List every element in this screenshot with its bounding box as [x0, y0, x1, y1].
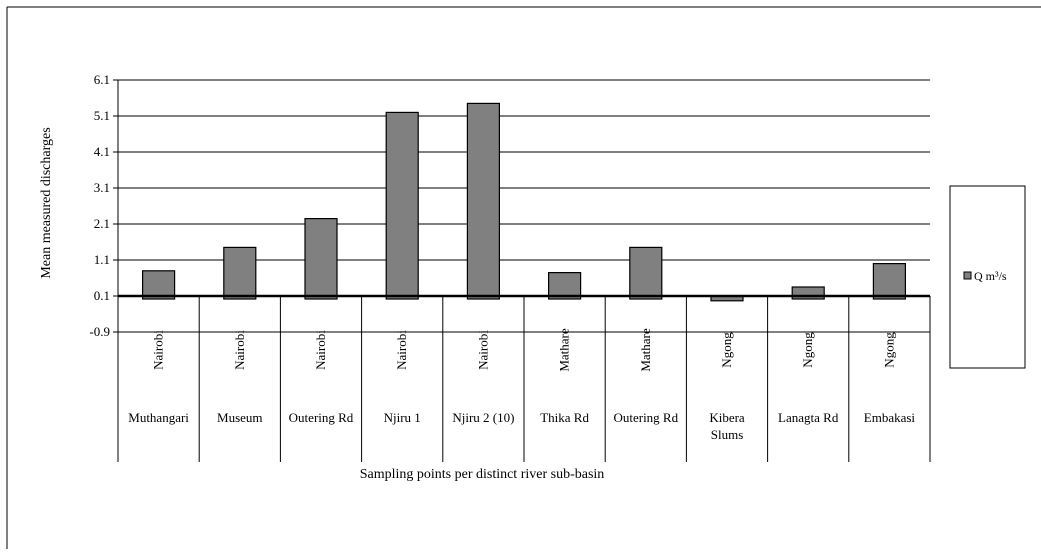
category-label: Kibera Slums	[709, 410, 745, 442]
basin-label: Nairobi	[394, 330, 409, 370]
category-label: Lanagta Rd	[778, 410, 839, 425]
category-label: Thika Rd	[540, 410, 589, 425]
bar	[223, 246, 257, 300]
basin-label: Ngong	[719, 332, 734, 368]
legend: Q m³/s	[949, 185, 1026, 369]
y-tick-label: -0.9	[89, 324, 110, 339]
y-tick-labels: 6.1 5.1 4.1 3.1 2.1 1.1 0.1 -0.9	[89, 72, 110, 339]
basin-label: Nairobi	[475, 330, 490, 370]
legend-label: Q m³/s	[974, 269, 1007, 283]
basin-label: Ngong	[881, 332, 896, 368]
category-label: Embakasi	[864, 410, 916, 425]
y-tick-label: 6.1	[94, 72, 110, 87]
y-axis-title: Mean measured discharges	[39, 127, 54, 278]
y-tick-label: 1.1	[94, 252, 110, 267]
legend-swatch	[963, 271, 972, 280]
basin-label: Mathare	[557, 328, 572, 372]
category-label: Muthangari	[128, 410, 189, 425]
bar	[872, 263, 907, 300]
bar	[629, 246, 663, 300]
y-tick-label: 0.1	[94, 288, 110, 303]
category-label: Njiru 1	[384, 410, 421, 425]
legend-box	[949, 185, 1026, 369]
category-label: Outering Rd	[613, 410, 678, 425]
y-tick-label: 2.1	[94, 216, 110, 231]
bar	[142, 270, 176, 300]
category-table: Nairobi Muthangari Nairobi Museum Nairobi Out…	[117, 296, 931, 462]
y-tick-label: 3.1	[94, 180, 110, 195]
bar	[304, 218, 338, 300]
bar	[385, 111, 419, 300]
category-label: Museum	[217, 410, 263, 425]
y-tick-label: 5.1	[94, 108, 110, 123]
basin-label: Mathare	[638, 328, 653, 372]
x-axis-title: Sampling points per distinct river sub-b…	[360, 467, 605, 482]
y-tick-label: 4.1	[94, 144, 110, 159]
bars	[142, 102, 907, 302]
bar	[466, 102, 500, 300]
basin-label: Nairobi	[232, 330, 247, 370]
basin-label: Nairobi	[313, 330, 328, 370]
category-label: Njiru 2 (10)	[452, 410, 514, 425]
bar	[547, 272, 582, 300]
basin-label: Ngong	[800, 332, 815, 368]
basin-label: Nairobi	[151, 330, 166, 370]
category-label: Outering Rd	[289, 410, 354, 425]
